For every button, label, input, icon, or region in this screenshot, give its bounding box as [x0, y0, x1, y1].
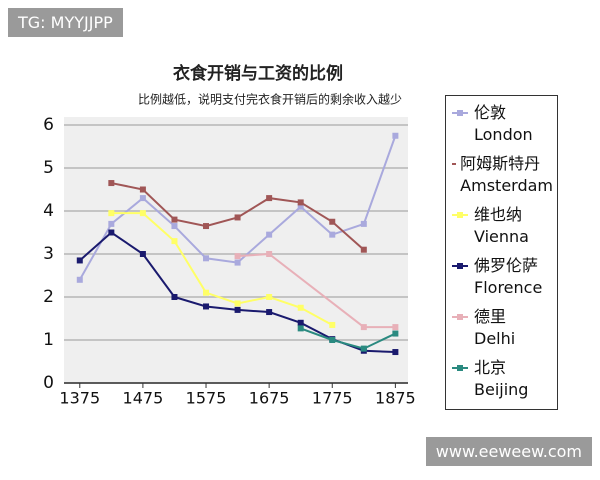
point [76, 276, 83, 283]
legend-item: 佛罗伦萨 Florence [450, 255, 553, 306]
series-line [237, 252, 396, 329]
series [297, 325, 399, 352]
point [329, 321, 336, 328]
watermark: www.eeweew.com [425, 437, 592, 466]
series-line [111, 212, 333, 326]
legend-swatch [452, 314, 468, 320]
point [234, 306, 241, 313]
point [234, 253, 241, 260]
point [108, 180, 115, 187]
watermark: TG: MYYJJPP [8, 8, 123, 37]
point [297, 203, 304, 210]
legend-label: 阿姆斯特丹 Amsterdam [460, 154, 553, 195]
legend-marker [457, 110, 463, 116]
point [266, 294, 273, 300]
point [360, 246, 367, 253]
y-tick-label: 0 [43, 373, 54, 393]
point [139, 251, 146, 257]
point [266, 251, 273, 257]
point [266, 231, 273, 238]
x-tick-label: 1475 [123, 389, 164, 408]
series [108, 210, 336, 328]
point [329, 218, 336, 225]
y-tick-label: 6 [43, 115, 54, 135]
y-tick-label: 3 [43, 244, 54, 264]
legend-swatch [452, 212, 468, 218]
legend-label: 伦敦 London [474, 103, 533, 144]
series-line [300, 327, 396, 350]
point [392, 324, 399, 331]
legend-label: 维也纳 Vienna [474, 205, 529, 246]
legend-label: 德里 Delhi [474, 307, 516, 348]
point [139, 186, 146, 193]
legend-label: 北京 Beijing [474, 358, 529, 399]
point [297, 325, 304, 332]
x-tick-label: 1875 [375, 389, 416, 408]
point [266, 195, 273, 202]
legend-marker [457, 212, 463, 218]
chart-title: 衣食开销与工资的比例 [173, 63, 343, 84]
y-tick-label: 4 [43, 201, 54, 221]
point [203, 289, 210, 296]
legend-marker [457, 365, 463, 371]
point [171, 216, 178, 223]
point [171, 238, 178, 245]
point [297, 304, 304, 311]
point [392, 132, 399, 139]
point [203, 255, 210, 262]
point [108, 210, 115, 217]
series [108, 180, 367, 253]
series [234, 251, 399, 331]
legend-item: 伦敦 London [450, 102, 553, 153]
point [171, 294, 178, 300]
point [203, 223, 210, 230]
point [234, 300, 241, 307]
point [360, 345, 367, 352]
point [392, 330, 399, 337]
legend-item: 德里 Delhi [450, 306, 553, 357]
x-tick-label: 1375 [59, 389, 100, 408]
plot-area [64, 117, 408, 383]
point [266, 309, 273, 316]
legend-item: 阿姆斯特丹 Amsterdam [450, 153, 553, 204]
legend-swatch [452, 110, 468, 116]
point [171, 223, 178, 230]
legend-item: 维也纳 Vienna [450, 204, 553, 255]
point [297, 319, 304, 326]
legend-marker [457, 314, 463, 320]
x-tick-label: 1575 [186, 389, 227, 408]
point [329, 231, 336, 238]
point [203, 303, 210, 310]
legend-swatch [452, 263, 468, 269]
x-tick-label: 1675 [249, 389, 290, 408]
point [108, 229, 115, 236]
y-tick-label: 2 [43, 287, 54, 307]
chart-subtitle: 比例越低，说明支付完衣食开销后的剩余收入越少 [138, 92, 402, 107]
legend-label: 佛罗伦萨 Florence [474, 256, 543, 297]
legend-item: 北京 Beijing [450, 357, 553, 408]
point [360, 220, 367, 227]
point [234, 214, 241, 221]
point [76, 257, 83, 264]
legend-swatch [452, 163, 457, 165]
point [139, 210, 146, 217]
legend-swatch [452, 365, 468, 371]
legend-marker [457, 263, 463, 269]
point [234, 259, 241, 266]
x-tick-label: 1775 [312, 389, 353, 408]
point [360, 324, 367, 331]
point [329, 337, 336, 343]
point [108, 220, 115, 227]
point [139, 195, 146, 202]
y-tick-label: 5 [43, 158, 54, 178]
legend: 伦敦 London 阿姆斯特丹 Amsterdam 维也纳 Vienna 佛罗伦萨 F… [445, 95, 558, 410]
point [297, 199, 304, 206]
y-tick-label: 1 [43, 330, 54, 350]
point [392, 349, 399, 356]
